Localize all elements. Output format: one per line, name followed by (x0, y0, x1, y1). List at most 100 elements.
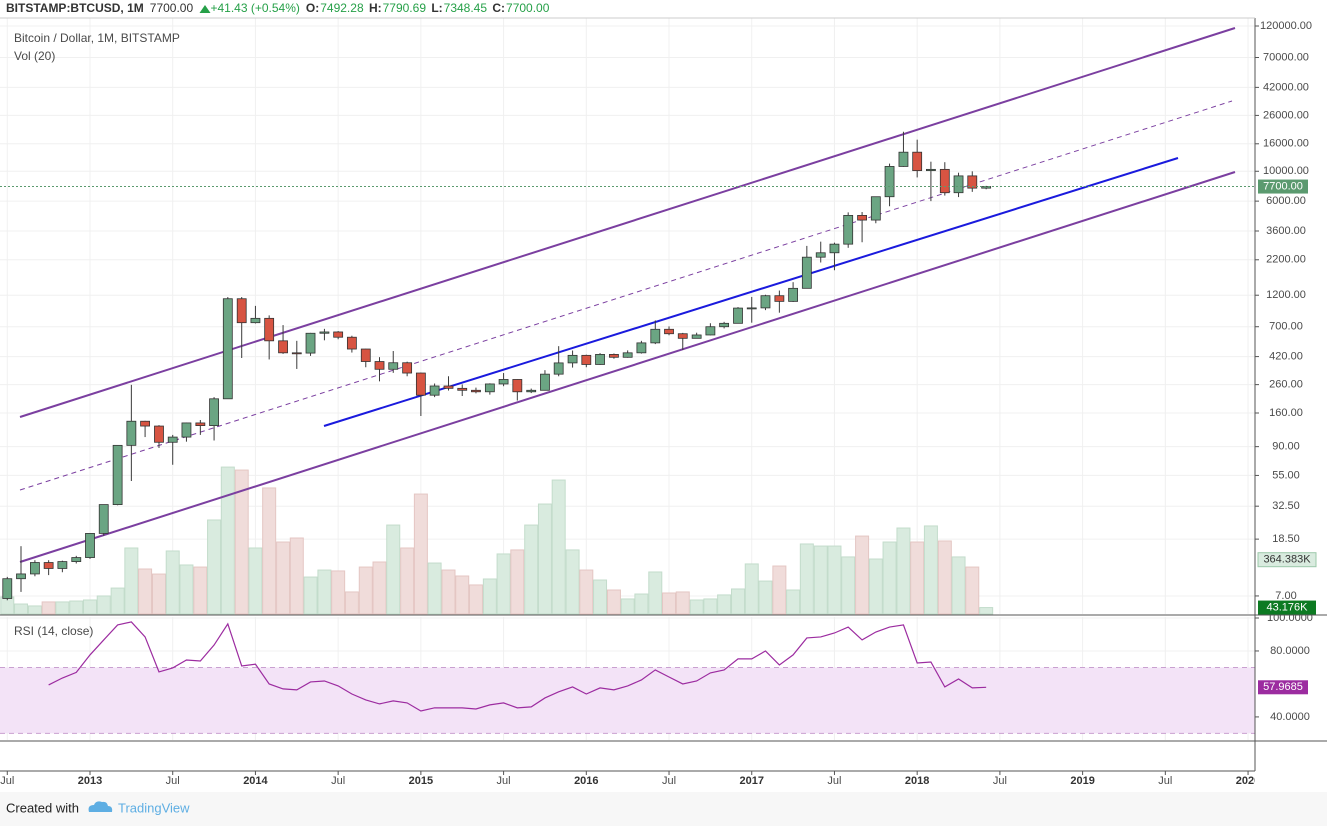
candle-body (112, 444, 123, 505)
volume-bar (468, 584, 483, 615)
candle-body (939, 168, 950, 194)
volume-bar (662, 592, 677, 615)
volume-bar (620, 598, 635, 615)
rsi-band (0, 667, 1255, 734)
volume-bar (110, 587, 125, 615)
x-tick-label: 2019 (1070, 775, 1094, 787)
volume-bar (551, 479, 566, 615)
candle-body (857, 215, 867, 221)
candle-body (884, 166, 895, 198)
candle-body (815, 252, 826, 258)
y-tick-label: 7.00 (1275, 590, 1296, 602)
volume-bar (124, 547, 139, 615)
candle-body (457, 387, 468, 391)
volume-bar (55, 601, 70, 615)
ohlc-value: 7348.45 (444, 1, 488, 15)
x-tick-label: 2020 (1236, 775, 1260, 787)
candle-body (788, 287, 799, 302)
candle-body (2, 578, 13, 599)
volume-bar (855, 535, 870, 615)
volume-bar (386, 524, 401, 615)
ohlc: O: 7492.28 H: 7790.69 L: 7348.45 C: 7700.00 (306, 1, 550, 15)
volume-bar (496, 553, 511, 615)
candle-body (167, 436, 178, 443)
y-tick-label: 18.50 (1272, 533, 1300, 545)
volume-bar (772, 565, 787, 615)
volume-bar (799, 543, 814, 615)
y-tick-label: 2200.00 (1266, 254, 1306, 266)
volume-bar (234, 469, 249, 615)
candle-body (415, 372, 426, 396)
candle-body (774, 295, 785, 302)
candle-body (705, 326, 716, 336)
candle-body (154, 425, 164, 443)
legend-volume: Vol (20) (14, 49, 55, 63)
candle-body (581, 354, 592, 365)
volume-bar (82, 599, 97, 615)
volume-bar (331, 570, 346, 615)
candle-body (567, 354, 578, 364)
x-tick-label: 2015 (409, 775, 433, 787)
candle-body (677, 333, 688, 339)
volume-bar (923, 525, 938, 615)
y-tick-label: 32.50 (1272, 500, 1300, 512)
volume-bar (14, 603, 29, 615)
footer-brand[interactable]: TradingView (118, 800, 190, 815)
candle-body (650, 328, 661, 344)
tv-logo (88, 801, 113, 812)
x-tick-label: Jul (993, 775, 1007, 787)
volume-bar (510, 549, 525, 615)
volume-bar (248, 547, 263, 615)
candle-body (181, 422, 192, 438)
volume-bar (634, 593, 649, 615)
volume-bar (717, 594, 732, 615)
x-tick-label: Jul (166, 775, 180, 787)
volume-label: 364.383K (1263, 554, 1311, 566)
y-tick-label: 70000.00 (1263, 51, 1309, 63)
footer-created: Created with (6, 800, 79, 815)
last-price-box (1258, 179, 1308, 194)
y-tick-label: 10000.00 (1263, 165, 1309, 177)
candle-body (85, 533, 95, 558)
rsi-last-label: 57.9685 (1263, 681, 1303, 693)
y-tick-label: 260.00 (1269, 379, 1303, 391)
y-tick-label: 16000.00 (1263, 138, 1309, 150)
candle-body (429, 385, 440, 396)
candle-body (498, 379, 509, 385)
candle-body (526, 389, 537, 393)
ohlc-key: O: (306, 1, 319, 15)
channel-upper (19, 27, 1236, 418)
candle-body (760, 295, 771, 309)
candles (0, 131, 1255, 601)
rsi-pane (0, 621, 1255, 734)
y-tick-label: 160.00 (1269, 407, 1303, 419)
channel-lower (19, 171, 1236, 563)
candle-body (636, 342, 647, 354)
candle-body (222, 298, 233, 400)
candle-body (319, 331, 330, 334)
volume-bar (303, 576, 318, 615)
footer-bg (0, 792, 1327, 826)
volume-bar (565, 549, 580, 615)
y-tick-label: 55.00 (1272, 469, 1300, 481)
rsi-tick-label: 40.0000 (1270, 711, 1310, 723)
candle-body (126, 420, 137, 446)
candle-body (953, 175, 964, 194)
volume-bar (910, 541, 925, 615)
volume-bar (441, 569, 456, 615)
y-tick-label: 120000.00 (1260, 20, 1312, 32)
rsi-last-box (1258, 680, 1308, 695)
rsi-line (48, 621, 987, 712)
candle-body (553, 362, 564, 375)
rsi-tick-label: 80.0000 (1270, 645, 1310, 657)
last-price-label: 7700.00 (1263, 180, 1303, 192)
candle-body (733, 307, 743, 324)
candle-body (195, 422, 206, 426)
volume-bar (827, 545, 842, 615)
volume-bar (289, 537, 304, 615)
ohlc-key: H: (369, 1, 382, 15)
volume-bar (276, 541, 291, 615)
y-tick-label: 420.00 (1269, 350, 1303, 362)
candle-body (898, 151, 909, 167)
volume-bar (786, 589, 801, 615)
